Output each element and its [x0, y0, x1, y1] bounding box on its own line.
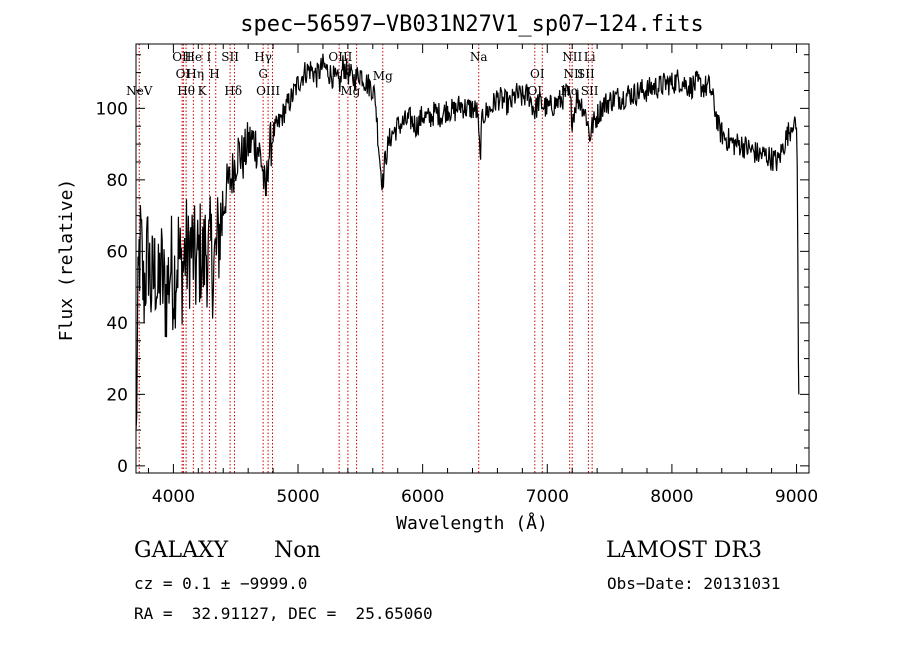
spectral-line-markers	[138, 44, 593, 473]
spectral-line-label: Li	[584, 50, 596, 64]
spectral-line-label: OIII	[256, 84, 280, 98]
spectral-line-label: OII	[172, 50, 192, 64]
x-tick-label: 9000	[775, 487, 818, 507]
spectral-line-label: H	[209, 67, 219, 81]
y-axis-label: Flux (relative)	[56, 179, 77, 342]
y-tick-label: 60	[106, 242, 128, 262]
spectral-line-label: NeV	[126, 84, 153, 98]
x-axis-label: Wavelength (Å)	[396, 512, 548, 534]
y-tick-label: 0	[117, 457, 128, 477]
spectral-line-label: Hη	[186, 67, 204, 81]
x-tick-label: 5000	[276, 487, 319, 507]
object-subclass: Non	[274, 538, 321, 563]
x-tick-label: 7000	[526, 487, 569, 507]
x-axis-ticks: 4000 5000 6000 7000 8000 9000	[147, 44, 818, 507]
coordinates-text: RA = 32.91127, DEC = 25.65060	[134, 604, 433, 623]
survey-name: LAMOST DR3	[606, 538, 762, 563]
spectral-line-label: Mg	[373, 69, 393, 83]
spectral-line-label: OI	[530, 67, 545, 81]
object-class: GALAXY	[134, 538, 229, 563]
redshift-text: cz = 0.1 ± −9999.0	[134, 574, 308, 593]
spectral-line-label: K	[198, 84, 208, 98]
y-tick-label: 40	[106, 314, 128, 334]
spectral-line-label: OIII	[328, 50, 352, 64]
spectrum-line	[135, 53, 800, 431]
spectral-line-label: NII	[563, 67, 583, 81]
x-tick-label: 6000	[401, 487, 444, 507]
spectral-line-label: NII	[562, 50, 582, 64]
y-axis-ticks: 0 20 40 60 80 100	[96, 54, 809, 477]
y-tick-label: 100	[96, 99, 128, 119]
spectral-line-label: SII	[221, 50, 239, 64]
spectral-line-label: OI	[528, 84, 543, 98]
y-tick-label: 80	[106, 171, 128, 191]
spectral-line-label: OI	[176, 67, 191, 81]
spectral-line-label: Mg	[340, 84, 360, 98]
chart-title: spec−56597−VB031N27V1_sp07−124.fits	[240, 12, 704, 37]
spectral-line-label: SII	[581, 84, 599, 98]
spectral-line-label: Hγ	[254, 50, 272, 64]
spectral-line-label: Hθ	[177, 84, 195, 98]
y-tick-label: 20	[106, 385, 128, 405]
x-tick-label: 4000	[152, 487, 195, 507]
obs-date: Obs−Date: 20131031	[607, 574, 781, 593]
spectral-line-label: G	[258, 67, 268, 81]
x-tick-label: 8000	[650, 487, 693, 507]
spectral-line-label: He	[185, 50, 203, 64]
spectral-line-label: Hδ	[224, 84, 242, 98]
spectral-line-label: SII	[577, 67, 595, 81]
spectral-line-label: I	[207, 50, 212, 64]
spectral-line-label: Na	[470, 50, 488, 64]
spectral-line-labels: NeVOIIOIHθHeHηKIHSIIHδHγGOIIIOIIIMgMgNaO…	[126, 50, 599, 98]
